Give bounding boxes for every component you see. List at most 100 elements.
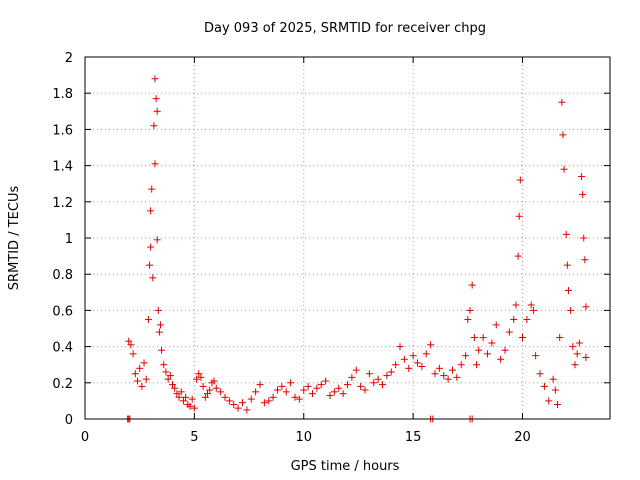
x-tick-label: 15 (405, 430, 422, 445)
data-point (260, 399, 268, 407)
data-point (173, 390, 181, 398)
data-point (562, 230, 570, 238)
data-point (147, 207, 155, 215)
data-point (444, 375, 452, 383)
axis-ticks: 0 5 10 15 20 0 0.2 0.4 0.6 0.8 1 1.2 1.4 1.6 1.8 2 (52, 51, 610, 445)
data-point (129, 350, 137, 358)
data-point (529, 306, 537, 314)
data-point (171, 384, 179, 392)
data-point (523, 315, 531, 323)
data-point (160, 361, 168, 369)
data-point (573, 350, 581, 358)
data-point (210, 377, 218, 385)
data-point (151, 160, 159, 168)
data-point (247, 395, 255, 403)
data-point (317, 381, 325, 389)
data-point (468, 281, 476, 289)
data-point (287, 379, 295, 387)
y-tick-label: 0.4 (52, 341, 73, 356)
data-point (569, 343, 577, 351)
data-point (582, 353, 590, 361)
data-point (418, 363, 426, 371)
data-point (309, 390, 316, 398)
data-point (225, 397, 233, 405)
data-point (177, 388, 185, 396)
y-tick-label: 0 (65, 413, 73, 428)
data-point (563, 261, 571, 269)
data-point (142, 375, 150, 383)
x-tick-label: 20 (514, 430, 531, 445)
data-point (201, 393, 209, 401)
data-point (151, 75, 159, 83)
data-point (131, 370, 139, 378)
data-point (206, 386, 214, 394)
data-point (505, 328, 513, 336)
data-point (234, 404, 242, 412)
data-point (148, 185, 156, 193)
data-point (564, 286, 572, 294)
y-tick-label: 0.2 (52, 377, 73, 392)
data-point (370, 379, 378, 387)
data-point (154, 306, 162, 314)
data-point (374, 375, 382, 383)
data-point (501, 346, 509, 354)
data-point (575, 339, 583, 347)
data-point (169, 381, 176, 389)
data-point (581, 256, 589, 264)
data-point (282, 388, 290, 396)
data-point (365, 370, 373, 378)
data-point (188, 395, 196, 403)
x-tick-label: 10 (295, 430, 312, 445)
data-point (149, 274, 157, 282)
data-point (204, 390, 211, 398)
y-tick-label: 0.6 (52, 304, 73, 319)
data-point (344, 381, 351, 389)
data-point (265, 397, 273, 405)
data-point (140, 359, 148, 367)
data-point (158, 346, 166, 354)
data-point (492, 321, 500, 329)
data-point (431, 370, 439, 378)
data-point (580, 234, 588, 242)
data-point (155, 328, 163, 336)
y-tick-label: 1.8 (52, 87, 73, 102)
data-point (138, 382, 146, 390)
data-point (243, 406, 251, 414)
data-point (556, 334, 564, 342)
data-point (269, 393, 277, 401)
data-point (239, 399, 246, 407)
data-point (357, 382, 365, 390)
y-axis-label: SRMTID / TECUs (7, 186, 22, 291)
data-point (560, 165, 568, 173)
data-point (326, 391, 334, 399)
data-point (497, 355, 505, 363)
data-point (435, 364, 443, 372)
data-point (300, 386, 308, 394)
data-point (313, 384, 321, 392)
data-point (166, 372, 174, 380)
y-tick-label: 1.4 (52, 160, 73, 175)
data-point (146, 261, 154, 269)
data-point (488, 339, 496, 347)
data-point (473, 361, 481, 369)
data-point (470, 334, 478, 342)
data-point (348, 373, 356, 381)
data-point (515, 212, 523, 220)
data-point (278, 382, 286, 390)
data-point (571, 361, 579, 369)
data-point (335, 384, 343, 392)
data-point (152, 95, 160, 103)
y-tick-label: 0.8 (52, 268, 73, 283)
data-point (339, 390, 347, 398)
data-point (190, 404, 198, 412)
data-point (156, 321, 164, 329)
data-point (558, 98, 566, 106)
data-point (195, 370, 203, 378)
data-point (162, 368, 170, 376)
data-point (516, 176, 524, 184)
data-point (582, 303, 590, 311)
data-point (527, 301, 535, 309)
data-point (578, 172, 586, 180)
data-point (400, 355, 408, 363)
data-point (567, 306, 575, 314)
